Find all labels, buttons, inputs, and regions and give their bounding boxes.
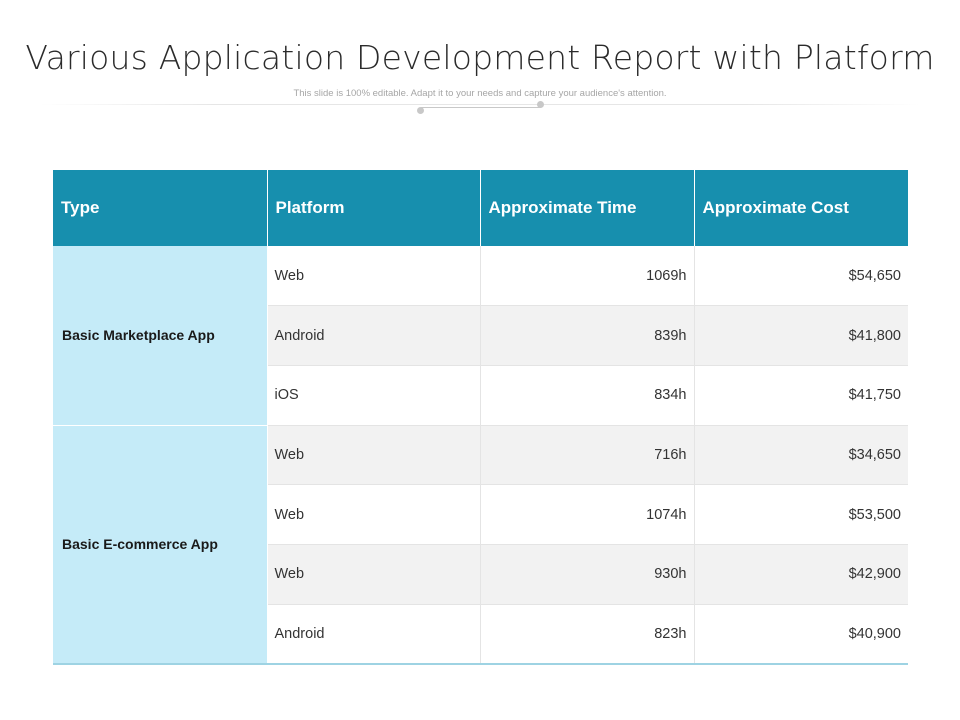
platform-cell: Web — [267, 246, 481, 307]
decorative-connector — [421, 107, 541, 108]
type-cell: Basic Marketplace App — [53, 246, 268, 426]
time-cell: 1074h — [480, 484, 695, 545]
time-cell: 930h — [480, 544, 695, 605]
cost-cell: $40,900 — [694, 604, 908, 665]
cost-cell: $54,650 — [694, 246, 908, 307]
time-cell: 839h — [480, 305, 695, 366]
platform-cell: Web — [267, 425, 481, 486]
platform-cell: Web — [267, 544, 481, 605]
time-cell: 716h — [480, 425, 695, 486]
table-row: Web 930h $42,900 — [53, 544, 908, 605]
time-cell: 834h — [480, 365, 695, 426]
header-approximate-time: Approximate Time — [480, 170, 695, 246]
header-type: Type — [53, 170, 268, 246]
table-row: Basic Marketplace App Web 1069h $54,650 — [53, 246, 908, 426]
time-cell: 823h — [480, 604, 695, 665]
header-platform: Platform — [267, 170, 481, 246]
slide-subtitle: This slide is 100% editable. Adapt it to… — [293, 88, 667, 99]
platform-cell: Android — [267, 604, 481, 665]
platform-cell: iOS — [267, 365, 481, 426]
table-row: iOS 834h $41,750 — [53, 365, 908, 426]
cost-cell: $41,800 — [694, 305, 908, 366]
decorative-dot-right — [537, 101, 544, 108]
cost-cell: $42,900 — [694, 544, 908, 605]
platform-cell: Android — [267, 305, 481, 366]
header-row: Type Platform Approximate Time Approxima… — [53, 170, 908, 246]
slide-title: Various Application Development Report w… — [25, 38, 935, 77]
decorative-dot-left — [417, 107, 424, 114]
header-approximate-cost: Approximate Cost — [694, 170, 908, 246]
divider-line — [40, 104, 920, 105]
table-row: Web 1074h $53,500 — [53, 484, 908, 545]
cost-cell: $34,650 — [694, 425, 908, 486]
report-table: Type Platform Approximate Time Approxima… — [53, 170, 908, 665]
platform-cell: Web — [267, 484, 481, 545]
time-cell: 1069h — [480, 246, 695, 307]
table-row: Android 823h $40,900 — [53, 604, 908, 665]
cost-cell: $53,500 — [694, 484, 908, 545]
table-row: Android 839h $41,800 — [53, 305, 908, 366]
table-row: Basic E-commerce App Web 716h $34,650 — [53, 425, 908, 665]
cost-cell: $41,750 — [694, 365, 908, 426]
type-cell: Basic E-commerce App — [53, 425, 268, 665]
